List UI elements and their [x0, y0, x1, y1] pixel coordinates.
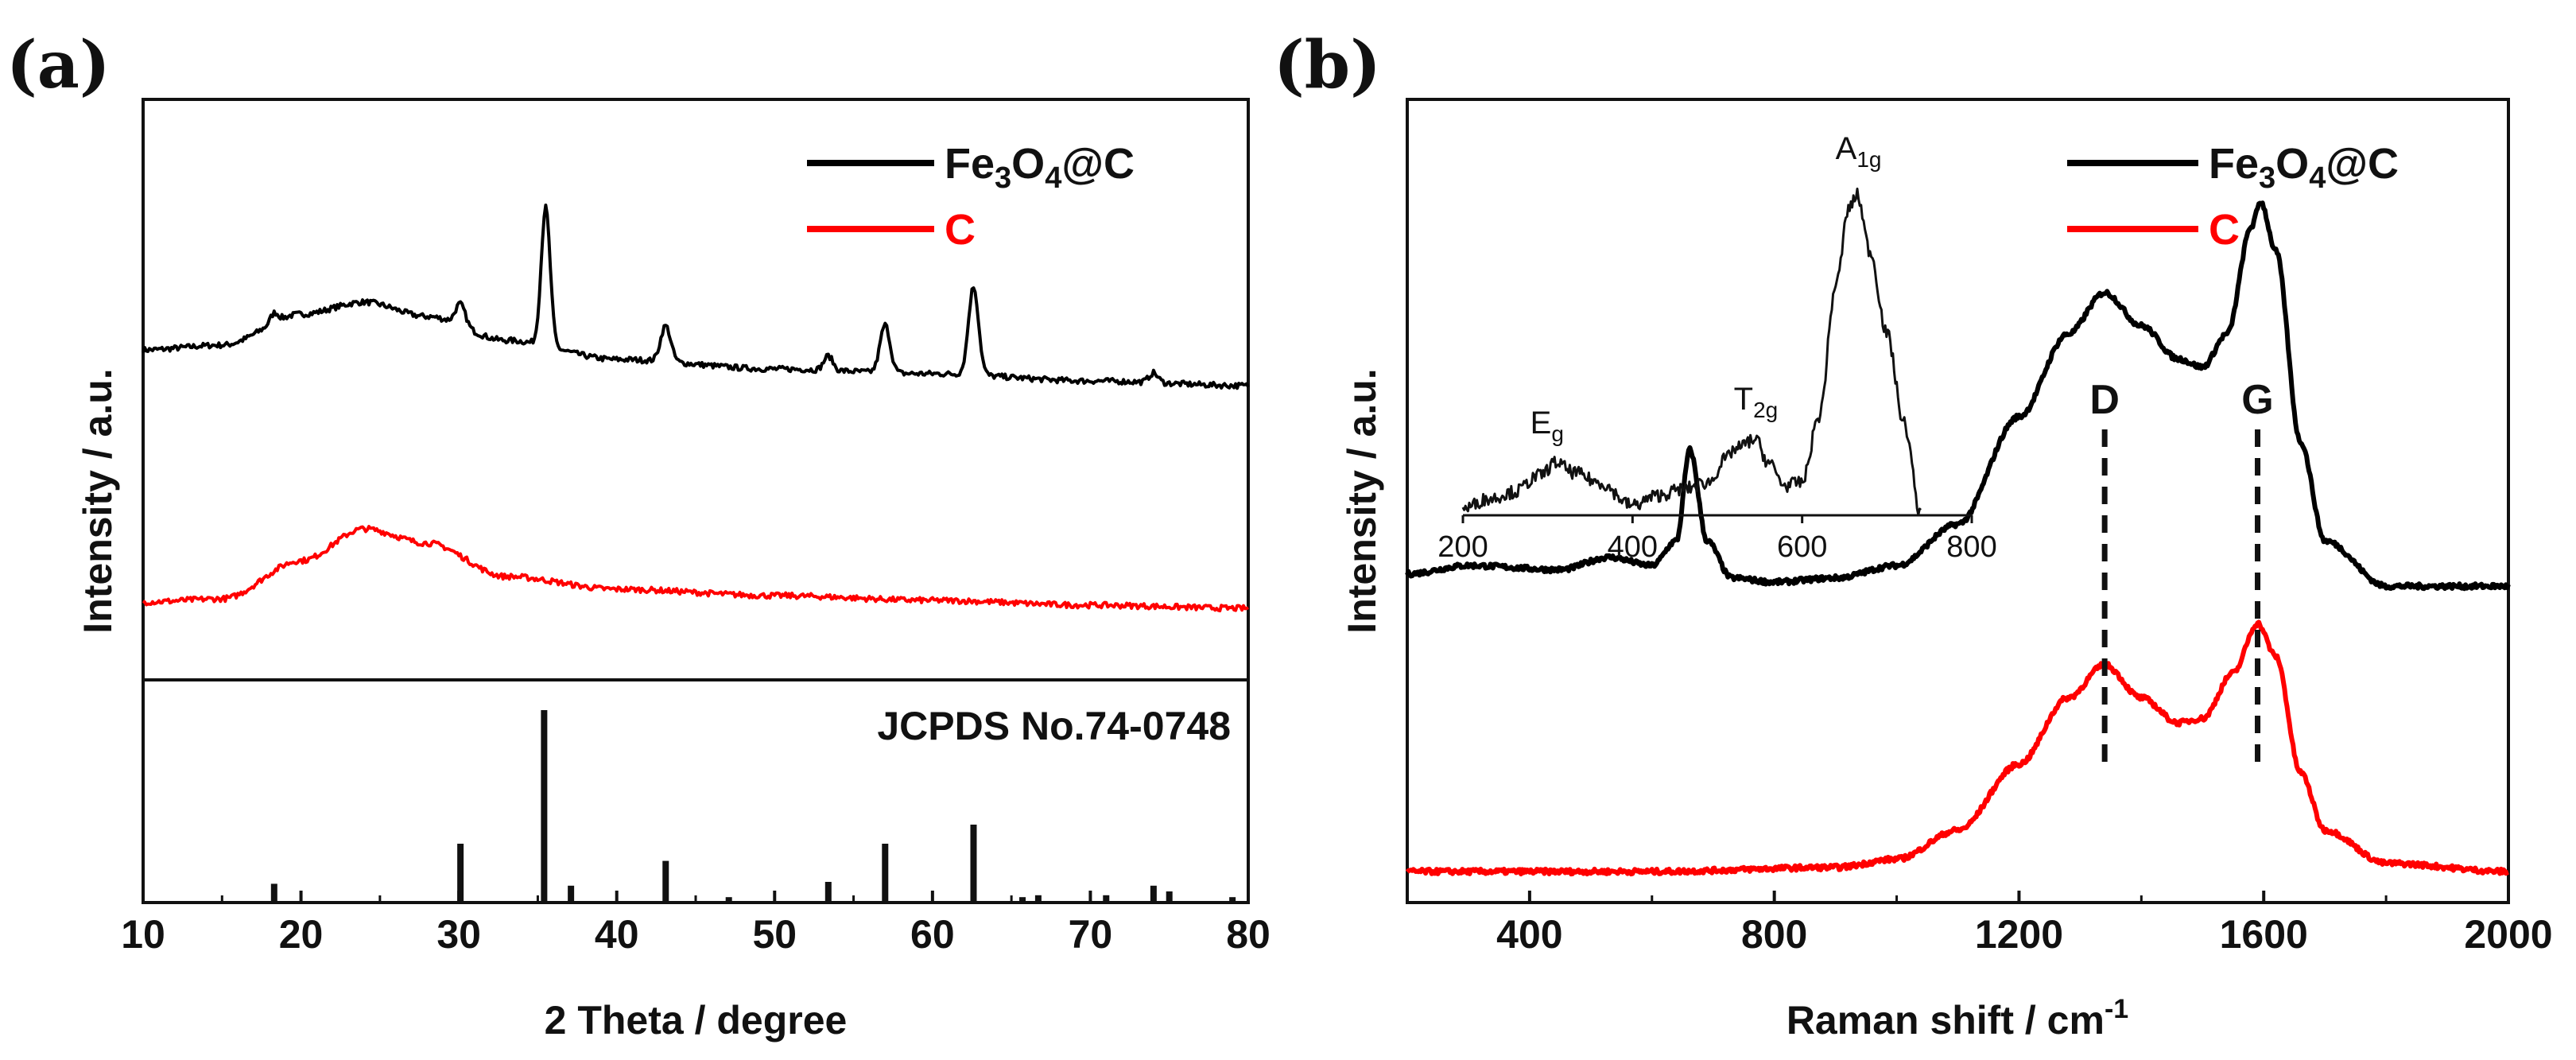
panel-b-ticks: 400 800 1200 1600 2000	[1406, 891, 2553, 957]
panel-a-label: (a)	[6, 27, 111, 103]
panel-a-ticks: 10 20 30 40 50 60 70 80	[121, 891, 1271, 957]
x-tick-label: 50	[752, 912, 797, 957]
x-tick-label: 800	[1741, 912, 1807, 957]
panel-b-frame	[1406, 98, 2510, 904]
reference-stick	[662, 860, 669, 901]
reference-stick	[824, 882, 832, 901]
x-tick-label: 40	[595, 912, 639, 957]
reference-stick	[882, 844, 889, 901]
legend-b-label-fe3o4c: Fe3O4@C	[2209, 140, 2399, 195]
x-tick-label: 70	[1069, 912, 1113, 957]
inset-tick-label: 800	[1946, 530, 1996, 564]
panel-b-x-axis-label: Raman shift / cm-1	[1787, 994, 2128, 1043]
reference-stick	[457, 844, 464, 901]
panel-b-y-axis-label: Intensity / a.u.	[1340, 368, 1384, 633]
x-tick-label: 400	[1496, 912, 1562, 957]
x-tick-label: 1200	[1975, 912, 2063, 957]
panel-a-legend: Fe3O4@C C	[807, 140, 1135, 254]
panel-a-frame	[142, 98, 1250, 904]
xrd-series-c	[142, 525, 1249, 613]
reference-stick	[568, 885, 575, 901]
legend-a-label-fe3o4c: Fe3O4@C	[945, 140, 1135, 195]
inset-tick-label: 600	[1777, 530, 1827, 564]
panel-b-series-group	[1405, 200, 2511, 877]
peak-marker-label-g: G	[2241, 377, 2273, 423]
panel-b-inset: 200 400 600 800 Eg T2g A1g	[1437, 131, 1996, 564]
reference-stick	[1034, 895, 1042, 901]
x-tick-label: 2000	[2464, 912, 2552, 957]
reference-stick	[1150, 885, 1157, 901]
panel-a-reference-label: JCPDS No.74-0748	[877, 704, 1231, 748]
x-tick-label: 30	[436, 912, 481, 957]
inset-annotation-eg: Eg	[1530, 406, 1564, 446]
legend-b-label-c: C	[2209, 206, 2240, 254]
reference-stick	[725, 897, 732, 901]
x-tick-label: 20	[279, 912, 324, 957]
reference-stick	[1229, 897, 1236, 901]
reference-stick	[1103, 895, 1110, 901]
inset-annotations: Eg T2g A1g	[1530, 131, 1882, 446]
inset-tick-label: 400	[1608, 530, 1658, 564]
inset-tick-label: 200	[1437, 530, 1488, 564]
reference-stick	[1019, 897, 1026, 901]
panel-a-xrd-chart: 10 20 30 40 50 60 70 80 JCPDS No.74-0748 Fe3O4@…	[76, 98, 1271, 1043]
inset-annotation-a1g: A1g	[1836, 131, 1882, 172]
panel-a-series-group	[142, 204, 1250, 613]
raman-series-c	[1405, 619, 2510, 877]
x-tick-label: 80	[1226, 912, 1271, 957]
panel-b-label: (b)	[1274, 27, 1381, 103]
inset-spectrum	[1461, 187, 1922, 516]
reference-stick	[270, 883, 277, 901]
peak-marker-label-d: D	[2089, 377, 2120, 423]
inset-annotation-t2g: T2g	[1734, 382, 1779, 422]
panel-b-legend: Fe3O4@C C	[2067, 140, 2399, 254]
xrd-series-fe3o4c	[142, 204, 1250, 390]
x-tick-label: 1600	[2220, 912, 2308, 957]
inset-ticks: 200 400 600 800	[1437, 515, 1997, 564]
x-tick-label: 10	[121, 912, 165, 957]
panel-a-x-axis-label: 2 Theta / degree	[545, 998, 848, 1043]
raman-series-fe3o4c	[1405, 200, 2511, 592]
legend-a-label-c: C	[945, 206, 976, 254]
x-tick-label: 60	[910, 912, 955, 957]
reference-stick	[541, 710, 548, 901]
panel-a-y-axis-label: Intensity / a.u.	[76, 368, 120, 633]
reference-stick	[970, 825, 977, 901]
